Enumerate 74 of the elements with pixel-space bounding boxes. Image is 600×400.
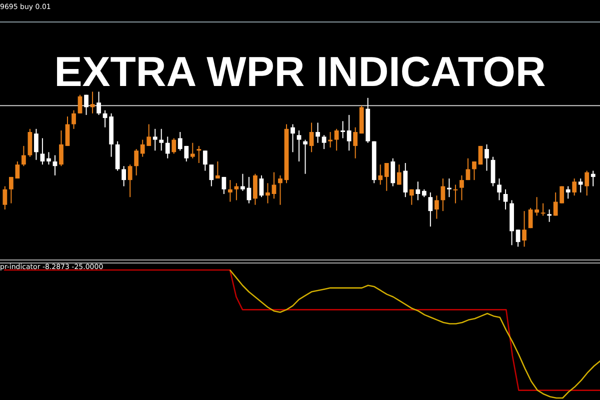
candlestick (65, 116, 70, 146)
candlestick (434, 195, 439, 220)
candlestick (503, 188, 508, 210)
candlestick (540, 202, 546, 216)
candlestick (190, 142, 195, 159)
candlestick (460, 174, 464, 201)
candlestick (272, 172, 276, 200)
candlestick (547, 209, 552, 222)
candlestick (384, 162, 389, 192)
candlestick (28, 128, 32, 158)
candlestick (34, 128, 38, 160)
candlestick (165, 136, 170, 159)
candlestick (59, 130, 64, 167)
candlestick (228, 180, 232, 202)
candlestick (215, 160, 220, 179)
chart-title: EXTRA WPR INDICATOR (54, 48, 546, 95)
candlestick (316, 122, 320, 144)
candlestick (72, 110, 76, 130)
candlestick (259, 174, 264, 198)
candlestick (290, 124, 295, 153)
candlestick (428, 192, 433, 228)
candlestick (309, 122, 314, 153)
candlestick (322, 134, 326, 150)
candlestick (378, 164, 383, 186)
candlestick (202, 150, 208, 172)
candlestick (340, 120, 346, 139)
candlestick (572, 178, 577, 196)
candlestick (40, 138, 45, 166)
candlestick (328, 132, 333, 148)
candlestick (396, 164, 402, 186)
candlestick (122, 166, 126, 187)
candlestick (566, 186, 570, 200)
candlestick (152, 128, 158, 152)
candlestick (303, 139, 308, 174)
candlestick (84, 94, 88, 116)
candlestick (2, 186, 8, 210)
candlestick (172, 138, 176, 154)
candlestick (15, 160, 20, 179)
candlestick (416, 181, 420, 201)
candlestick (590, 170, 596, 187)
candlestick (296, 130, 302, 162)
candlestick (353, 126, 358, 159)
candlestick (516, 229, 520, 248)
candlestick (466, 158, 470, 181)
candlestick (346, 114, 352, 152)
candlestick (534, 196, 540, 216)
candlestick (96, 91, 101, 116)
candlestick (447, 178, 452, 198)
candlestick (334, 128, 339, 152)
candlestick (403, 162, 408, 198)
candlestick (528, 207, 533, 229)
candlestick (522, 210, 526, 248)
candlestick (22, 145, 26, 167)
candlestick (253, 173, 258, 206)
candlestick (159, 128, 164, 152)
candlestick (46, 152, 51, 166)
candlestick (409, 188, 414, 206)
candlestick (78, 94, 82, 114)
candlestick (209, 164, 214, 187)
candlestick (390, 158, 396, 187)
candlestick (278, 174, 282, 206)
candlestick (497, 178, 502, 201)
candlestick (472, 160, 476, 181)
candlestick (490, 156, 496, 187)
candlestick (222, 176, 226, 194)
candlestick (196, 145, 202, 164)
candlestick (584, 170, 590, 196)
candlestick (578, 178, 583, 193)
candlestick (8, 176, 14, 204)
candlestick (484, 144, 489, 172)
candlestick (128, 164, 132, 198)
candlestick (134, 148, 139, 176)
candlestick (240, 173, 245, 192)
candlestick (266, 182, 270, 204)
